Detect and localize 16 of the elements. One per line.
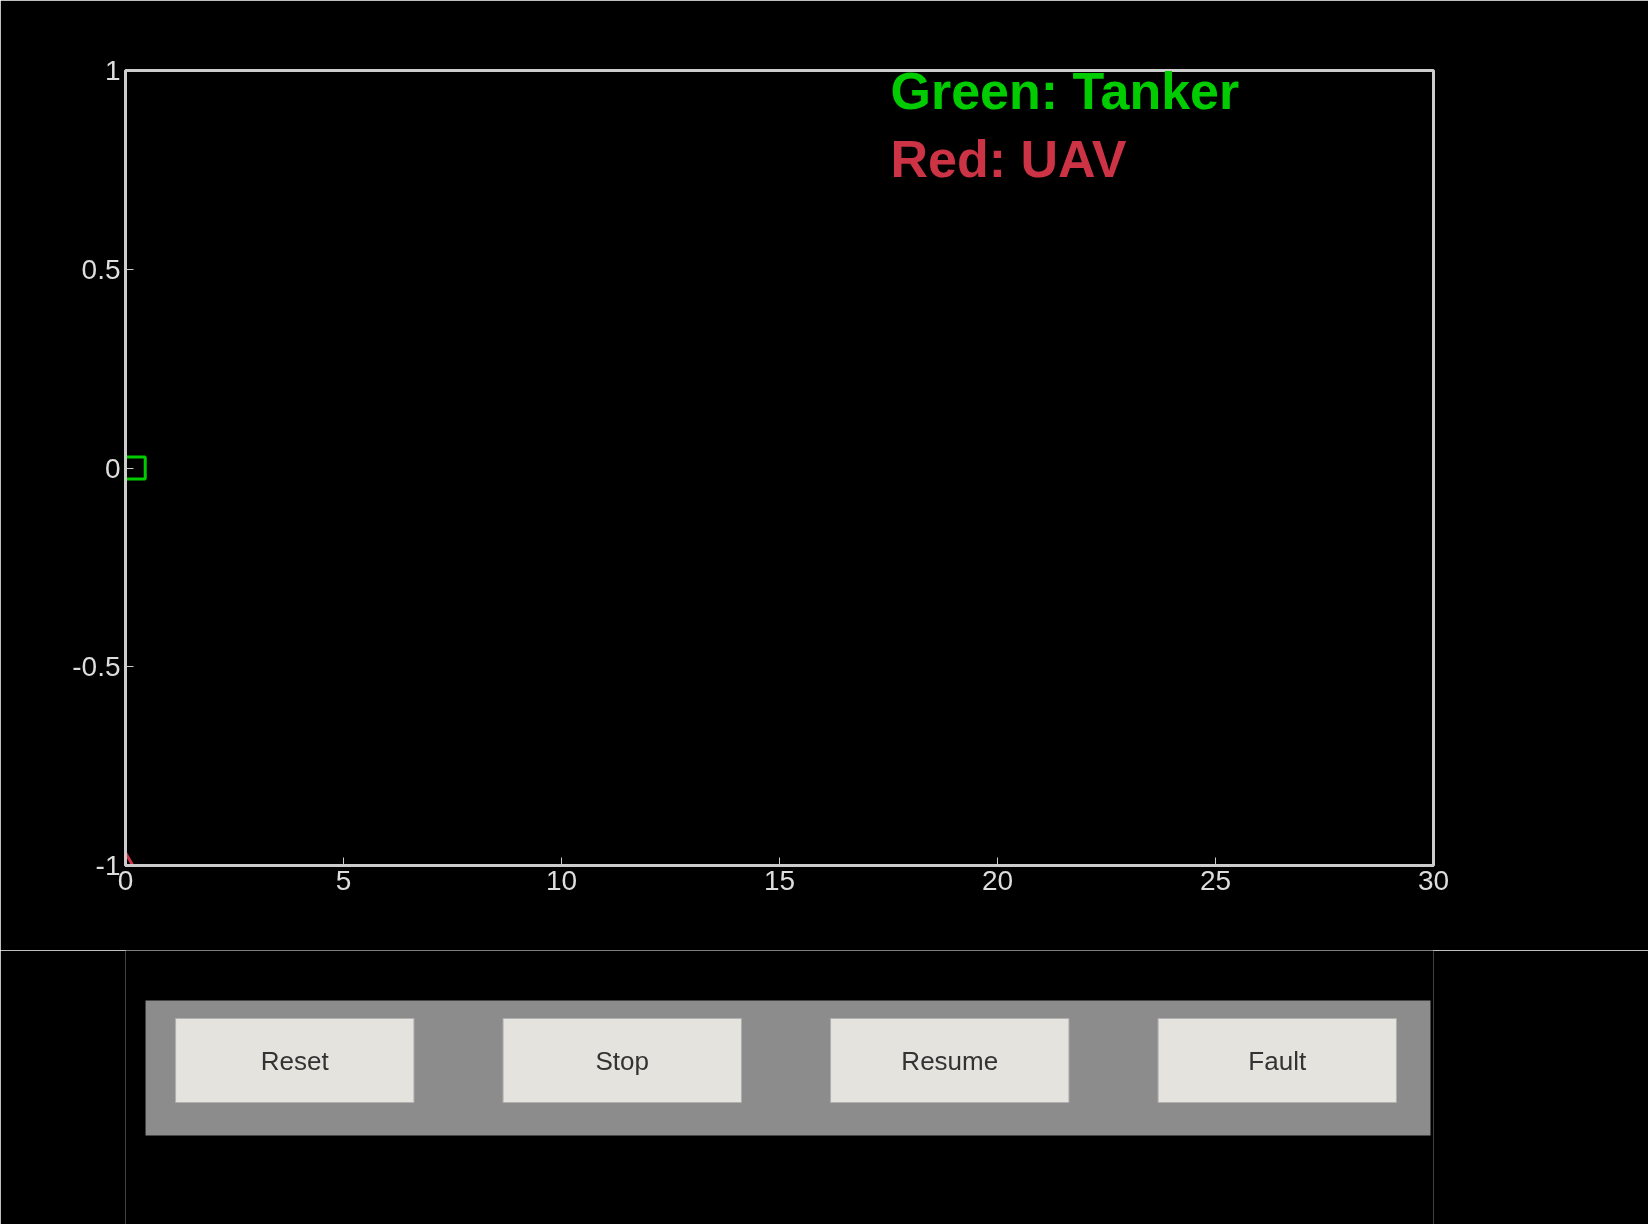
- text: Resume: [901, 1045, 999, 1076]
- x-tick-label: 10: [545, 864, 578, 896]
- text: Red: UAV: [890, 129, 1127, 188]
- x-tick-label: 5: [335, 864, 352, 896]
- text: Reset: [260, 1045, 330, 1076]
- x-tick-label: 30: [1417, 864, 1450, 896]
- x-tick-label: 15: [763, 864, 796, 896]
- text: Fault: [1248, 1045, 1307, 1076]
- text: Green: Tanker: [890, 61, 1240, 120]
- y-tick-label: 1: [104, 55, 121, 86]
- x-tick-label: 25: [1199, 864, 1232, 896]
- y-tick-label: 0: [104, 452, 121, 484]
- y-tick-label: 0.5: [81, 253, 121, 285]
- y-tick-label: -0.5: [72, 651, 121, 683]
- text: Stop: [595, 1045, 650, 1076]
- x-tick-label: 20: [981, 864, 1014, 896]
